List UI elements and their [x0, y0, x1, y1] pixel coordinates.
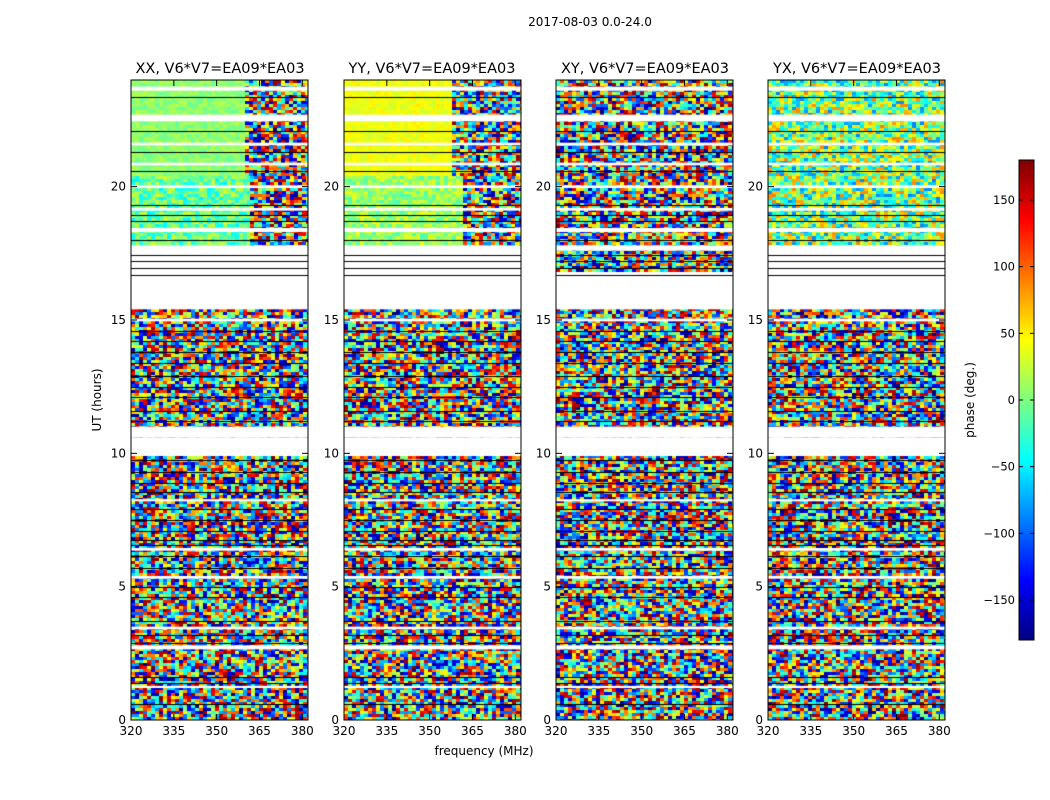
panel-xx-frame: [130, 79, 309, 721]
colorbar-tick-label: −100: [983, 526, 1015, 540]
panel-yx-xtick-label: 380: [928, 724, 951, 738]
panel-xy-ytick-label: 0: [543, 713, 551, 727]
panel-xy-ytick-label: 10: [536, 446, 551, 460]
panel-yy: 320 335 350 365 380 0 5 10 15 20 YY, V6*V7=EA09*EA…: [324, 61, 527, 738]
panel-yy-ytick-label: 0: [331, 713, 339, 727]
panel-xy-ytick-label: 15: [536, 313, 551, 327]
panel-xy-xtick-label: 320: [545, 724, 568, 738]
panel-yx-xtick-label: 320: [757, 724, 780, 738]
panel-yx-ytick-label: 5: [755, 580, 763, 594]
panel-xy-ytick-label: 20: [536, 180, 551, 194]
x-axis-label: frequency (MHz): [434, 744, 533, 758]
panel-yx-xtick-label: 335: [799, 724, 822, 738]
panel-yy-phase-image: [344, 80, 521, 720]
panel-xy-title: XY, V6*V7=EA09*EA03: [561, 61, 729, 77]
panel-yy-xtick-label: 380: [504, 724, 527, 738]
colorbar-tick-label: 100: [993, 260, 1015, 274]
colorbar-tick-label: 0: [1008, 393, 1015, 407]
panel-xx: 320 335 350 365 380 0 5 10 15 20 XX, V6*V7=EA09*EA…: [111, 61, 314, 738]
y-axis-label: UT (hours): [90, 368, 104, 431]
panel-yy-xtick-label: 320: [333, 724, 356, 738]
panel-xy-ytick-label: 5: [543, 580, 551, 594]
colorbar-tick-label: −150: [983, 593, 1015, 607]
panel-yx-title: YX, V6*V7=EA09*EA03: [772, 61, 941, 77]
panel-xy-xtick-label: 365: [673, 724, 696, 738]
colorbar-tick-label: 50: [1000, 326, 1015, 340]
panel-xx-xtick-label: 365: [248, 724, 271, 738]
panel-xx-phase-image: [131, 80, 308, 720]
panel-yy-xtick-label: 335: [375, 724, 398, 738]
panel-yx-ytick-label: 15: [748, 313, 763, 327]
panel-xy-xtick-label: 350: [630, 724, 653, 738]
panel-yx-frame: [767, 79, 946, 721]
panel-yx-phase-image: [768, 80, 945, 720]
panel-xx-xtick-label: 380: [291, 724, 314, 738]
panel-yy-frame: [343, 79, 522, 721]
panel-xx-ytick-label: 10: [111, 446, 126, 460]
panel-xx-ytick-label: 5: [118, 580, 126, 594]
panel-xy-phase-image: [556, 80, 733, 720]
panel-yy-xtick-label: 350: [418, 724, 441, 738]
panel-yx-ytick-label: 20: [748, 180, 763, 194]
panel-xy-frame: [555, 79, 734, 721]
panel-yy-ytick-label: 5: [331, 580, 339, 594]
colorbar-tick-label: 150: [993, 193, 1015, 207]
panel-yx-ytick-label: 10: [748, 446, 763, 460]
panel-xy: 320 335 350 365 380 0 5 10 15 20 XY, V6*V7=EA09*EA…: [536, 61, 739, 738]
panel-yx-xtick-label: 350: [842, 724, 865, 738]
panel-yy-ytick-label: 15: [324, 313, 339, 327]
panel-xx-xtick-label: 320: [120, 724, 143, 738]
colorbar-tick-label: −50: [991, 460, 1015, 474]
panel-xx-xtick-label: 335: [162, 724, 185, 738]
panel-xx-ytick-label: 0: [118, 713, 126, 727]
panel-yx: 320 335 350 365 380 0 5 10 15 20 YX, V6*V7=EA09*EA…: [748, 61, 951, 738]
panel-yx-xtick-label: 365: [885, 724, 908, 738]
panel-xx-ytick-label: 20: [111, 180, 126, 194]
colorbar: phase (deg.) −150 −100 −50 0 50 100 150: [963, 159, 1035, 641]
panel-xy-xtick-label: 335: [587, 724, 610, 738]
figure-suptitle: 2017-08-03 0.0-24.0: [528, 15, 652, 29]
panel-yy-xtick-label: 365: [461, 724, 484, 738]
panel-xx-ytick-label: 15: [111, 313, 126, 327]
colorbar-label: phase (deg.): [963, 362, 977, 438]
panel-yy-ytick-label: 10: [324, 446, 339, 460]
panel-xy-xtick-label: 380: [716, 724, 739, 738]
panel-yy-ytick-label: 20: [324, 180, 339, 194]
panel-xx-title: XX, V6*V7=EA09*EA03: [135, 61, 304, 77]
panel-yx-ytick-label: 0: [755, 713, 763, 727]
panel-yy-title: YY, V6*V7=EA09*EA03: [348, 61, 516, 77]
panel-xx-xtick-label: 350: [205, 724, 228, 738]
